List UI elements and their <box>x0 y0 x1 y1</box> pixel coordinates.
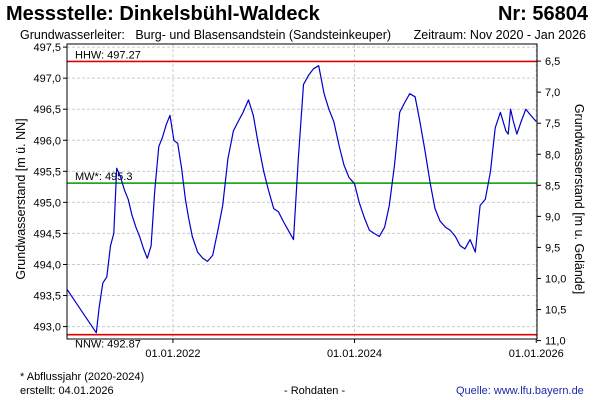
aquifer-label: Grundwasserleiter: <box>20 28 125 42</box>
y-tick-label: 495,0 <box>33 197 61 209</box>
x-tick-label: 01.01.2024 <box>327 348 382 360</box>
y-tick-label: 493,0 <box>33 322 61 334</box>
y-axis-title-right: Grundwasserstand [m u. Gelände] <box>572 104 586 294</box>
y-right-tick-label: 7,5 <box>545 118 560 130</box>
source-prefix: Quelle: <box>456 385 494 397</box>
aquifer-info: Grundwasserleiter: Burg- und Blasensands… <box>20 28 391 42</box>
grid <box>67 44 537 339</box>
y-tick-label: 496,5 <box>33 104 61 116</box>
y-axis-title-left: Grundwasserstand [m ü. NN] <box>14 118 28 279</box>
y-right-tick-label: 9,5 <box>545 242 560 254</box>
plot-frame <box>66 43 538 340</box>
y-ticks-left: 497,5 497,0 496,5 496,0 495,5 495,0 494,5 494,0… <box>33 42 67 334</box>
y-right-tick-label: 10,0 <box>545 273 566 285</box>
source: Quelle: www.lfu.bayern.de <box>456 385 584 397</box>
series-layer <box>66 65 537 334</box>
y-right-tick-label: 7,0 <box>545 87 560 99</box>
source-link[interactable]: www.lfu.bayern.de <box>493 385 584 397</box>
reference-lines: HHW: 497.27 MW*: 495.3 NNW: 492.87 <box>67 49 537 351</box>
y-tick-label: 497,5 <box>33 42 61 54</box>
period-text: Zeitraum: Nov 2020 - Jan 2026 <box>413 28 586 42</box>
y-right-tick-label: 8,5 <box>545 180 560 192</box>
station-number: Nr: 56804 <box>497 3 588 25</box>
y-tick-label: 495,5 <box>33 166 61 178</box>
x-tick-label: 01.01.2026 <box>509 348 564 360</box>
y-right-tick-label: 11,0 <box>545 336 566 348</box>
x-tick-label: 01.01.2022 <box>145 348 200 360</box>
y-tick-label: 496,0 <box>33 135 61 147</box>
ref-label-nnw: NNW: 492.87 <box>75 339 141 351</box>
ref-label-hhw: HHW: 497.27 <box>75 49 141 61</box>
y-tick-label: 494,5 <box>33 228 61 240</box>
station-title: Messstelle: Dinkelsbühl-Waldeck <box>6 3 320 25</box>
y-right-tick-label: 8,0 <box>545 149 560 161</box>
x-ticks: 01.01.2022 01.01.2024 01.01.2026 <box>145 339 564 360</box>
y-right-tick-label: 10,5 <box>545 305 566 317</box>
y-right-tick-label: 6,5 <box>545 56 560 68</box>
y-right-tick-label: 9,0 <box>545 211 560 223</box>
series-line-0 <box>66 65 537 334</box>
footnote: * Abflussjahr (2020-2024) <box>20 371 145 383</box>
y-tick-label: 493,5 <box>33 291 61 303</box>
raw-data-note: - Rohdaten - <box>284 385 346 397</box>
y-ticks-right: 6,5 7,0 7,5 8,0 8,5 9,0 9,5 10,0 10,5 11,0 <box>537 56 566 348</box>
y-tick-label: 497,0 <box>33 73 61 85</box>
ref-label-mw: MW*: 495.3 <box>75 171 132 183</box>
aquifer-value: Burg- und Blasensandstein (Sandsteinkeup… <box>135 28 392 42</box>
created-date: erstellt: 04.01.2026 <box>20 385 114 397</box>
y-tick-label: 494,0 <box>33 259 61 271</box>
